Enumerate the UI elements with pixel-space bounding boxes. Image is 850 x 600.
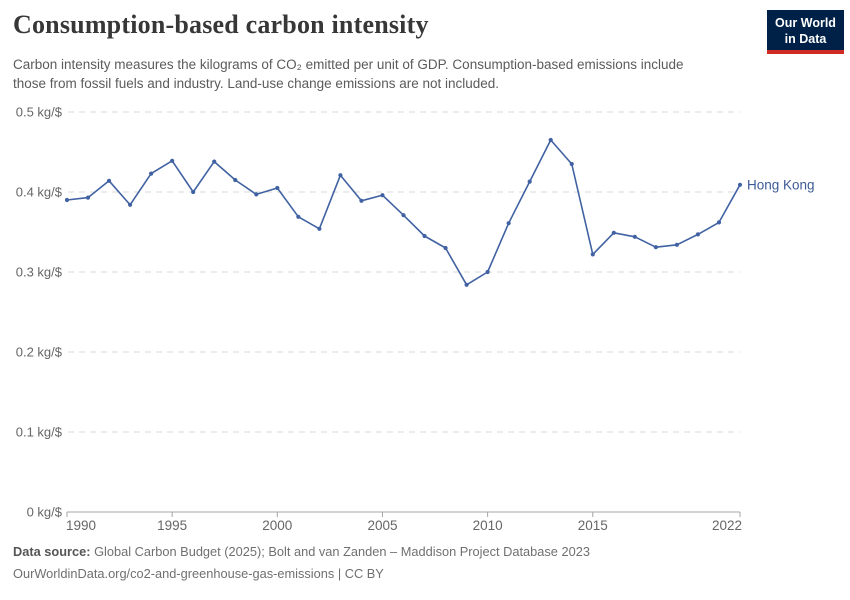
y-tick-label: 0 kg/$ [27, 505, 63, 520]
data-point[interactable] [695, 232, 701, 237]
x-tick-label: 2010 [473, 518, 503, 533]
y-tick-label: 0.3 kg/$ [16, 265, 63, 280]
data-point[interactable] [737, 182, 743, 187]
data-point[interactable] [632, 234, 637, 239]
data-point[interactable] [590, 252, 595, 257]
y-tick-label: 0.5 kg/$ [16, 105, 63, 120]
data-point[interactable] [443, 245, 448, 251]
data-point[interactable] [191, 189, 196, 195]
x-tick-label: 2000 [262, 518, 292, 533]
owid-logo[interactable]: Our World in Data [767, 10, 844, 54]
data-point[interactable] [254, 192, 259, 197]
data-point[interactable] [64, 197, 70, 203]
data-point[interactable] [359, 198, 364, 203]
data-point[interactable] [653, 245, 658, 250]
data-point[interactable] [85, 195, 91, 200]
data-point[interactable] [317, 226, 322, 231]
data-point[interactable] [506, 221, 511, 226]
chart-footer: Data source: Global Carbon Budget (2025)… [13, 541, 590, 585]
data-point[interactable] [296, 214, 301, 219]
data-point[interactable] [569, 161, 574, 167]
footer-link[interactable]: OurWorldinData.org/co2-and-greenhouse-ga… [13, 566, 384, 581]
page-title: Consumption-based carbon intensity [13, 10, 429, 39]
data-point[interactable] [106, 178, 112, 183]
data-point[interactable] [212, 159, 217, 164]
data-point[interactable] [527, 179, 532, 184]
owid-logo-line1: Our World [775, 16, 836, 30]
data-point[interactable] [149, 171, 154, 176]
y-tick-label: 0.4 kg/$ [16, 185, 63, 200]
data-point[interactable] [338, 173, 343, 178]
x-tick-label: 1990 [66, 518, 96, 533]
x-tick-label: 2015 [578, 518, 608, 533]
entity-label[interactable]: Hong Kong [747, 177, 815, 192]
y-tick-label: 0.2 kg/$ [16, 345, 63, 360]
data-point[interactable] [464, 282, 469, 287]
data-point[interactable] [401, 213, 406, 218]
x-tick-label: 2005 [367, 518, 397, 533]
x-tick-label: 2022 [712, 518, 742, 533]
x-tick-label: 1995 [157, 518, 187, 533]
data-source-label: Data source: [13, 544, 91, 559]
data-source-line: Data source: Global Carbon Budget (2025)… [13, 541, 590, 563]
data-source-text: Global Carbon Budget (2025); Bolt and va… [94, 544, 590, 559]
data-point[interactable] [674, 242, 680, 247]
data-line-hong-kong[interactable] [66, 139, 741, 286]
data-point[interactable] [716, 220, 722, 225]
data-point[interactable] [548, 137, 553, 143]
data-point[interactable] [485, 269, 490, 275]
data-point[interactable] [127, 202, 133, 207]
data-point[interactable] [611, 230, 616, 235]
data-point[interactable] [233, 177, 238, 183]
data-point[interactable] [275, 185, 280, 191]
chart-subtitle: Carbon intensity measures the kilograms … [13, 57, 684, 92]
data-point[interactable] [380, 193, 385, 198]
data-point[interactable] [422, 233, 427, 239]
y-tick-label: 0.1 kg/$ [16, 425, 63, 440]
owid-logo-line2: in Data [784, 32, 827, 46]
data-point[interactable] [170, 158, 175, 163]
